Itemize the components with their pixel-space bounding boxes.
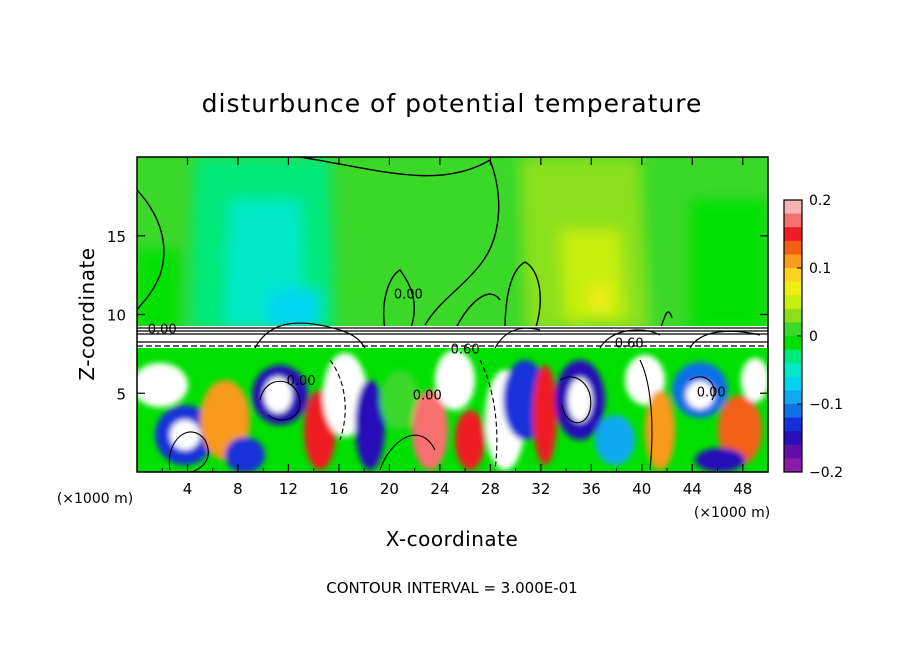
colorbar-swatch xyxy=(784,268,802,282)
x-tick-label: 32 xyxy=(531,480,550,498)
colorbar-tick-label: 0.2 xyxy=(809,193,831,209)
contour-label: 0.60 xyxy=(451,343,480,358)
colorbar-ticks: 0.2 0.1 0 −0.1 −0.2 xyxy=(797,193,843,481)
colorbar-swatch xyxy=(784,240,802,255)
colorbar-swatch xyxy=(784,444,802,459)
upper-field-shading xyxy=(137,157,768,330)
contour-label: 0.60 xyxy=(615,336,644,351)
x-unit-left: (×1000 m) xyxy=(57,491,133,507)
lower-contours xyxy=(168,359,715,472)
colorbar-swatch xyxy=(784,200,802,214)
x-tick-label: 4 xyxy=(183,480,193,498)
contour-label: 0.00 xyxy=(148,322,177,337)
x-tick-label: 12 xyxy=(279,480,298,498)
x-tick-label: 24 xyxy=(430,480,449,498)
colorbar-swatch xyxy=(784,254,802,269)
contour-interval: CONTOUR INTERVAL = 3.000E-01 xyxy=(326,579,577,597)
x-tick-label: 20 xyxy=(380,480,399,498)
colorbar-swatch xyxy=(784,390,802,405)
y-tick-label: 5 xyxy=(116,385,126,403)
colorbar-swatch xyxy=(784,295,802,310)
colorbar-tick-label: −0.1 xyxy=(809,397,843,413)
colorbar-swatch xyxy=(784,281,802,296)
contour-label: 0.00 xyxy=(394,288,423,303)
colorbar-swatch xyxy=(784,349,802,364)
colorbar-swatch xyxy=(784,363,802,378)
colorbar-swatch xyxy=(784,213,802,228)
contour-labels: 0.00 0.00 0.60 0.60 0.00 0.00 0.00 xyxy=(148,288,726,404)
plot-area: 0.00 0.00 0.60 0.60 0.00 0.00 0.00 xyxy=(137,157,768,472)
x-tick-label: 28 xyxy=(481,480,500,498)
colorbar-swatch xyxy=(784,458,802,473)
colorbar-swatch xyxy=(784,227,802,242)
x-tick-label: 48 xyxy=(733,480,752,498)
colorbar-tick-label: −0.2 xyxy=(809,465,843,481)
contour-label: 0.00 xyxy=(413,388,442,403)
x-axis-ticks: 4 8 12 16 20 24 28 32 36 40 44 48 xyxy=(161,157,752,498)
x-tick-label: 8 xyxy=(233,480,243,498)
x-tick-label: 40 xyxy=(632,480,651,498)
colorbar-swatch xyxy=(784,431,802,446)
x-tick-label: 16 xyxy=(329,480,348,498)
colorbar-swatch xyxy=(784,417,802,432)
colorbar-tick-label: 0 xyxy=(809,329,818,345)
interface-contours xyxy=(137,322,768,349)
contour-label: 0.00 xyxy=(287,374,316,389)
x-tick-label: 44 xyxy=(683,480,702,498)
y-axis-ticks: 5 10 15 xyxy=(107,228,768,403)
y-tick-label: 15 xyxy=(107,228,126,246)
colorbar-swatch xyxy=(784,322,802,337)
y-axis-label: Z-coordinate xyxy=(75,247,99,380)
y-tick-label: 10 xyxy=(107,307,126,325)
colorbar-tick-label: 0.1 xyxy=(809,261,831,277)
lower-field-eddies xyxy=(137,350,768,472)
contour-label: 0.00 xyxy=(697,385,726,400)
colorbar-swatch xyxy=(784,308,802,323)
colorbar-swatch xyxy=(784,376,802,391)
colorbar-swatch xyxy=(784,336,802,350)
x-axis-label: X-coordinate xyxy=(386,527,519,551)
colorbar-swatch xyxy=(784,404,802,418)
x-unit-right: (×1000 m) xyxy=(694,505,770,521)
chart-title: disturbunce of potential temperature xyxy=(202,89,703,118)
x-tick-label: 36 xyxy=(582,480,601,498)
